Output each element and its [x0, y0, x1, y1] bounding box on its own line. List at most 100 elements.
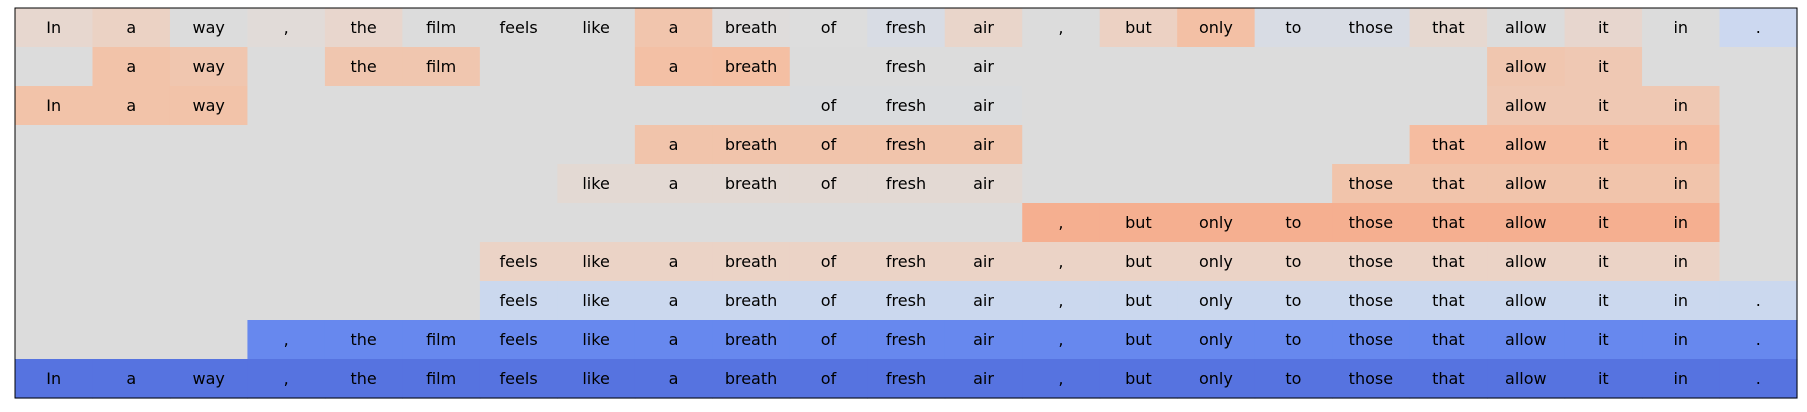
heatmap-cell	[1177, 164, 1256, 204]
heatmap-cell	[1409, 47, 1488, 87]
heatmap-cell	[712, 86, 791, 126]
token-label: ,	[1058, 369, 1063, 388]
token-label: a	[126, 369, 136, 388]
token-label: allow	[1505, 96, 1547, 115]
heatmap-cell	[1022, 203, 1101, 243]
heatmap-cell	[1254, 203, 1333, 243]
heatmap-cell	[1564, 164, 1643, 204]
heatmap-cell	[1022, 242, 1101, 282]
token-label: only	[1199, 330, 1233, 349]
heatmap-cell	[92, 203, 171, 243]
token-label: feels	[500, 291, 538, 310]
heatmap-cell	[789, 47, 868, 87]
heatmap-cell	[557, 86, 636, 126]
heatmap-cell	[867, 86, 946, 126]
heatmap-cell	[1564, 47, 1643, 87]
heatmap-cell	[324, 86, 403, 126]
heatmap-cell	[402, 125, 481, 165]
heatmap-cell	[1642, 320, 1721, 360]
token-label: in	[1673, 135, 1688, 154]
token-label: that	[1432, 291, 1465, 310]
token-label: it	[1598, 330, 1609, 349]
heatmap-cell	[1332, 203, 1411, 243]
heatmap-cell	[479, 125, 558, 165]
heatmap-cell	[1409, 320, 1488, 360]
token-label: ,	[1058, 330, 1063, 349]
heatmap-cell	[324, 125, 403, 165]
token-label: it	[1598, 18, 1609, 37]
token-label: those	[1349, 252, 1393, 271]
heatmap-cell	[634, 281, 713, 321]
token-label: way	[193, 18, 225, 37]
heatmap-cell	[1254, 359, 1333, 399]
heatmap-cell	[402, 242, 481, 282]
token-label: air	[973, 18, 994, 37]
heatmap-cell	[15, 86, 94, 126]
token-label: of	[821, 369, 837, 388]
heatmap-cell	[169, 359, 249, 399]
heatmap-cell	[1719, 281, 1798, 321]
token-label: it	[1598, 135, 1609, 154]
heatmap-cell	[1177, 359, 1256, 399]
heatmap-cell	[92, 164, 171, 204]
heatmap-cell	[1332, 8, 1411, 48]
heatmap-cell	[557, 8, 636, 48]
heatmap-cell	[1409, 164, 1488, 204]
heatmap-cell	[557, 320, 636, 360]
heatmap-cell	[1487, 203, 1566, 243]
heatmap-cell	[479, 320, 558, 360]
heatmap-cell	[15, 281, 94, 321]
token-label: it	[1598, 174, 1609, 193]
token-label: that	[1432, 213, 1465, 232]
token-label: a	[669, 135, 679, 154]
heatmap-cell	[557, 359, 636, 399]
heatmap-cell	[1099, 359, 1178, 399]
token-label: way	[193, 369, 225, 388]
token-label: like	[582, 18, 609, 37]
heatmap-cell	[247, 242, 326, 282]
heatmap-cell	[1022, 320, 1101, 360]
heatmap-cell	[169, 242, 249, 282]
token-label: fresh	[886, 330, 926, 349]
token-label: air	[973, 174, 994, 193]
heatmap-cell	[1642, 86, 1721, 126]
heatmap-cell	[944, 281, 1023, 321]
token-label: film	[426, 330, 456, 349]
token-label: of	[821, 96, 837, 115]
heatmap-cell	[1487, 242, 1566, 282]
heatmap-cell	[712, 164, 791, 204]
token-label: ,	[284, 18, 289, 37]
heatmap-cell	[92, 86, 171, 126]
heatmap-cell	[479, 164, 558, 204]
heatmap-cell	[1099, 242, 1178, 282]
heatmap-cell	[1099, 86, 1178, 126]
heatmap-cell	[479, 203, 558, 243]
heatmap-cell	[1642, 359, 1721, 399]
heatmap-cell	[1254, 125, 1333, 165]
token-label: .	[1756, 330, 1761, 349]
token-label: a	[669, 174, 679, 193]
token-label: that	[1432, 174, 1465, 193]
heatmap-cell	[1099, 203, 1178, 243]
token-label: only	[1199, 291, 1233, 310]
token-label: to	[1285, 252, 1301, 271]
heatmap-cell	[867, 242, 946, 282]
token-label: only	[1199, 252, 1233, 271]
heatmap-cell	[1332, 86, 1411, 126]
token-label: feels	[500, 18, 538, 37]
heatmap-cell	[402, 281, 481, 321]
token-label: air	[973, 252, 994, 271]
heatmap-cell	[1332, 125, 1411, 165]
token-label: a	[126, 18, 136, 37]
token-label: air	[973, 369, 994, 388]
heatmap-cell	[247, 320, 326, 360]
token-label: like	[582, 252, 609, 271]
heatmap-cell	[1487, 320, 1566, 360]
heatmap-cell	[712, 320, 791, 360]
heatmap-cell	[1409, 125, 1488, 165]
heatmap-cell	[1022, 125, 1101, 165]
heatmap-cell	[1409, 8, 1488, 48]
token-label: way	[193, 57, 225, 76]
heatmap-cell	[402, 86, 481, 126]
